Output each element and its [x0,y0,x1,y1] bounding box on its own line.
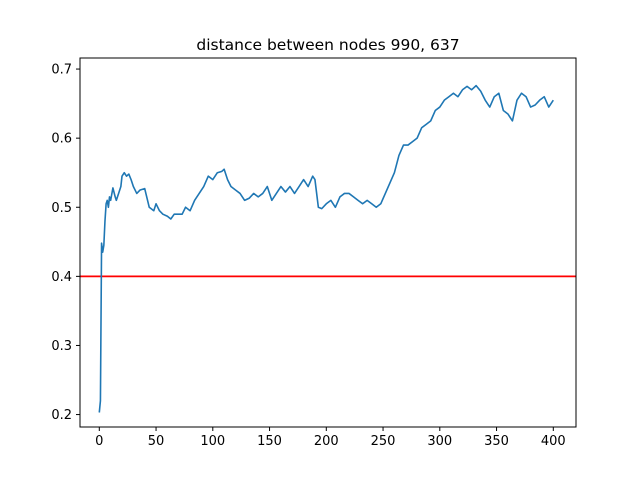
y-tick-label: 0.7 [51,63,72,78]
y-tick-label: 0.4 [51,270,72,285]
x-tick-label: 200 [314,434,339,449]
chart-title: distance between nodes 990, 637 [196,36,459,54]
axes-frame [79,57,577,428]
series-line [98,84,554,413]
y-axis: 0.2 0.3 0.4 0.5 0.6 0.7 [51,63,80,423]
y-tick-label: 0.2 [51,408,72,423]
x-axis: 0 50 100 150 200 250 300 350 400 [95,427,566,449]
x-tick-label: 300 [427,434,452,449]
x-tick-label: 250 [371,434,396,449]
x-tick-label: 0 [95,434,103,449]
x-tick-label: 100 [200,434,225,449]
plot-area [80,84,576,413]
y-tick-label: 0.3 [51,339,72,354]
x-tick-label: 150 [257,434,282,449]
y-tick-label: 0.6 [51,132,72,147]
x-tick-label: 50 [148,434,165,449]
x-tick-label: 350 [484,434,509,449]
x-tick-label: 400 [541,434,566,449]
y-tick-label: 0.5 [51,201,72,216]
